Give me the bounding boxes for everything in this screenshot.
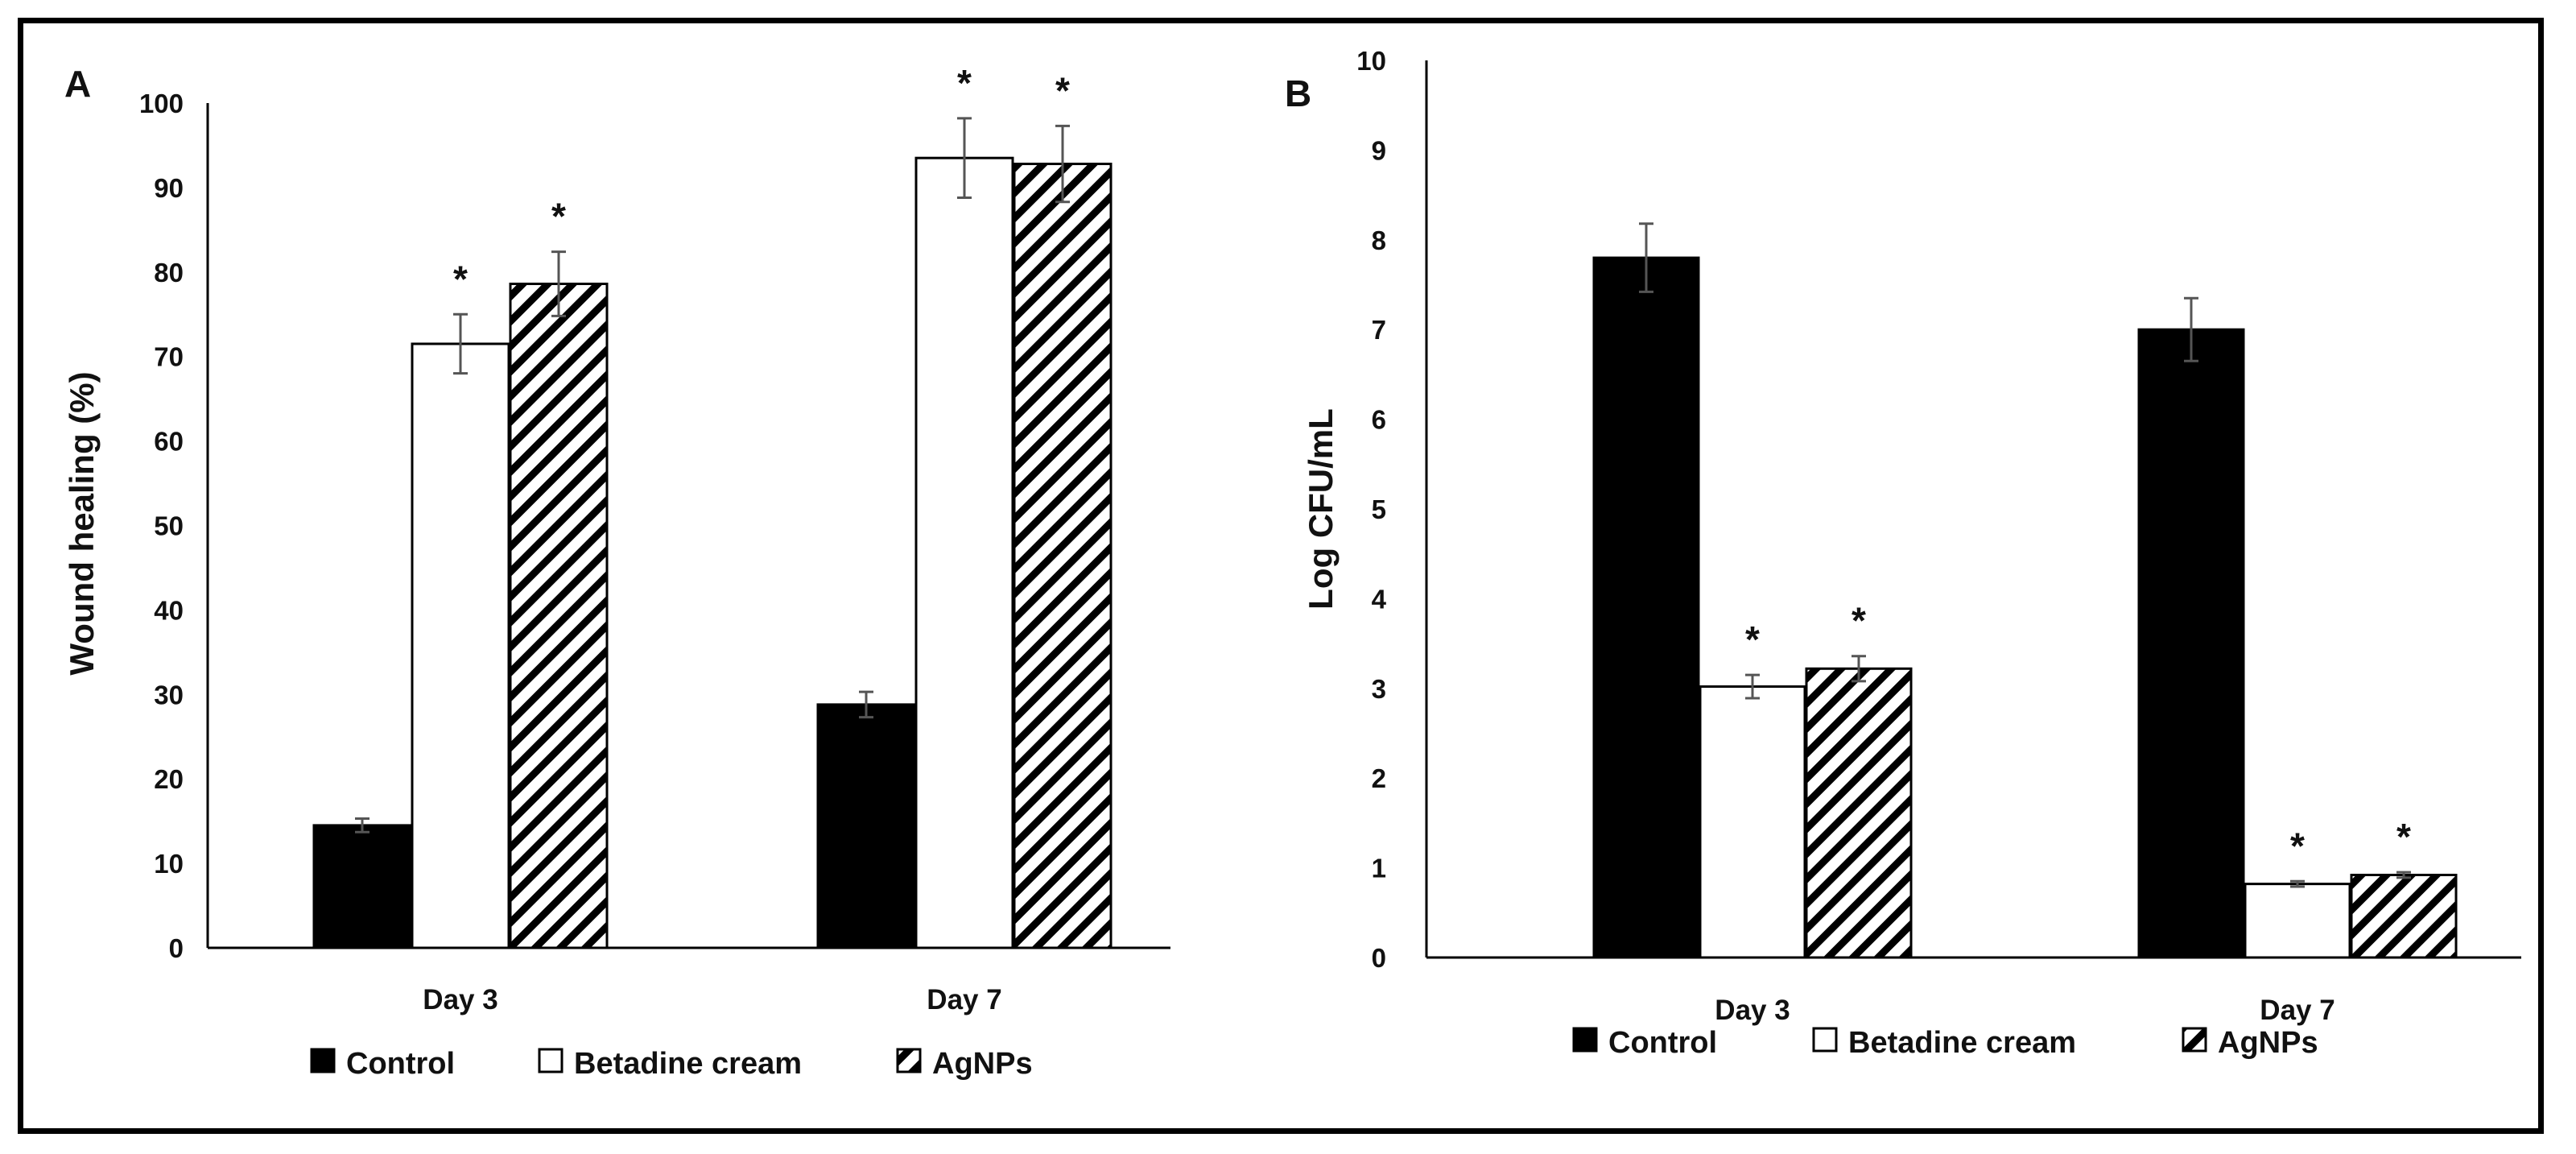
panel-a-significance-marker: * xyxy=(1055,69,1070,111)
panel-a-y-tick-label: 50 xyxy=(154,511,184,541)
panel-b-label: B xyxy=(1285,72,1311,114)
panel-a-y-axis-title: Wound healing (%) xyxy=(63,371,101,675)
panel-a-y-tick-label: 60 xyxy=(154,427,184,457)
panel-a-category-label: Day 3 xyxy=(423,984,497,1015)
panel-a-bar-control-day-7 xyxy=(816,703,916,949)
panel-a-y-tick-label: 70 xyxy=(154,342,184,372)
panel-b-y-tick-label: 1 xyxy=(1372,854,1386,883)
panel-b-category-label: Day 3 xyxy=(1715,995,1790,1026)
panel-a-y-tick-label: 40 xyxy=(154,595,184,625)
panel-a-error-bar xyxy=(957,117,972,199)
panel-a-label: A xyxy=(64,63,91,105)
panel-a-y-tick-label: 80 xyxy=(154,258,184,287)
panel-a-y-tick-label: 30 xyxy=(154,680,184,709)
panel-a-y-tick-label: 20 xyxy=(154,764,184,794)
panel-b-significance-marker: * xyxy=(2396,816,2411,858)
legend-label-agnps: AgNPs xyxy=(932,1047,1033,1081)
panel-b-significance-marker: * xyxy=(2290,825,2305,867)
panel-b-y-tick-label: 4 xyxy=(1372,584,1387,614)
panel-a-error-bar xyxy=(453,312,468,375)
panel-b-y-tick-label: 10 xyxy=(1356,46,1386,76)
panel-a-bar-betadine-cream-day-7 xyxy=(914,156,1014,949)
panel-b-bar-agnps-day-7 xyxy=(2350,874,2458,959)
panel-a-bar-betadine-cream-day-3 xyxy=(411,342,510,949)
panel-a-bar-agnps-day-7 xyxy=(1013,163,1113,949)
panel-a-significance-marker: * xyxy=(551,196,566,238)
legend-label-control: Control xyxy=(1608,1026,1717,1060)
legend-swatch-agnps xyxy=(2182,1027,2207,1053)
panel-b-error-bar xyxy=(1745,673,1760,700)
panel-b-y-tick-label: 0 xyxy=(1372,943,1386,973)
panel-a-category-label: Day 7 xyxy=(927,984,1001,1015)
panel-b-bar-betadine-cream-day-7 xyxy=(2244,883,2351,959)
panel-b-y-tick-label: 5 xyxy=(1372,494,1386,524)
panel-b-category-label: Day 7 xyxy=(2260,995,2334,1026)
legend-label-betadine-cream: Betadine cream xyxy=(1848,1026,2076,1060)
panel-b-error-bar xyxy=(2396,871,2411,879)
legend-swatch-agnps xyxy=(896,1048,922,1073)
legend-swatch-betadine-cream xyxy=(1812,1027,1838,1053)
legend-label-control: Control xyxy=(346,1047,455,1081)
panel-a-error-bar xyxy=(1055,124,1070,204)
panel-a-chart: A Wound healing (%) 0 10 20 30 40 50 60 70 80 90 100… xyxy=(63,62,1170,1081)
panel-b-bar-agnps-day-3 xyxy=(1805,667,1913,959)
panel-b-y-tick-label: 7 xyxy=(1372,315,1386,345)
panel-b-y-tick-label: 2 xyxy=(1372,763,1386,793)
panel-a-y-tick-label: 10 xyxy=(154,849,184,879)
legend-swatch-control xyxy=(1572,1027,1598,1053)
panel-b-bar-control-day-7 xyxy=(2137,328,2245,959)
panel-b-bar-betadine-cream-day-3 xyxy=(1699,685,1806,959)
panel-a-y-tick-label: 0 xyxy=(169,933,184,963)
panel-a-significance-marker: * xyxy=(453,258,468,300)
panel-b-error-bar xyxy=(1852,655,1866,683)
panel-a-y-tick-label: 90 xyxy=(154,173,184,203)
panel-b-y-tick-label: 8 xyxy=(1372,225,1386,255)
panel-b-y-axis-title: Log CFU/mL xyxy=(1302,408,1340,610)
panel-a-error-bar xyxy=(551,250,566,317)
panel-a-bar-control-day-3 xyxy=(312,824,412,949)
panel-b-error-bar xyxy=(2184,296,2198,362)
panel-b-y-tick-label: 6 xyxy=(1372,405,1386,435)
panel-a-significance-marker: * xyxy=(957,62,972,104)
panel-b-y-tick-label: 9 xyxy=(1372,135,1386,165)
panel-a-error-bar xyxy=(355,817,369,833)
panel-a-legend: Control Betadine cream AgNPs xyxy=(310,1047,1033,1081)
panel-b-significance-marker: * xyxy=(1745,618,1760,660)
panel-a-bar-agnps-day-3 xyxy=(509,282,609,949)
legend-label-agnps: AgNPs xyxy=(2218,1026,2318,1060)
panel-b-legend: Control Betadine cream AgNPs xyxy=(1572,1026,2318,1060)
panel-b-error-bar xyxy=(1639,222,1653,293)
legend-swatch-betadine-cream xyxy=(538,1048,564,1073)
panel-b-error-bar xyxy=(2290,879,2305,888)
panel-b-significance-marker: * xyxy=(1852,600,1866,642)
panel-a-error-bar xyxy=(859,690,873,719)
panel-a-y-tick-label: 100 xyxy=(139,89,184,118)
legend-label-betadine-cream: Betadine cream xyxy=(574,1047,802,1081)
panel-b-bar-control-day-3 xyxy=(1592,256,1700,959)
legend-swatch-control xyxy=(310,1048,336,1073)
panel-b-y-tick-label: 3 xyxy=(1372,674,1386,704)
